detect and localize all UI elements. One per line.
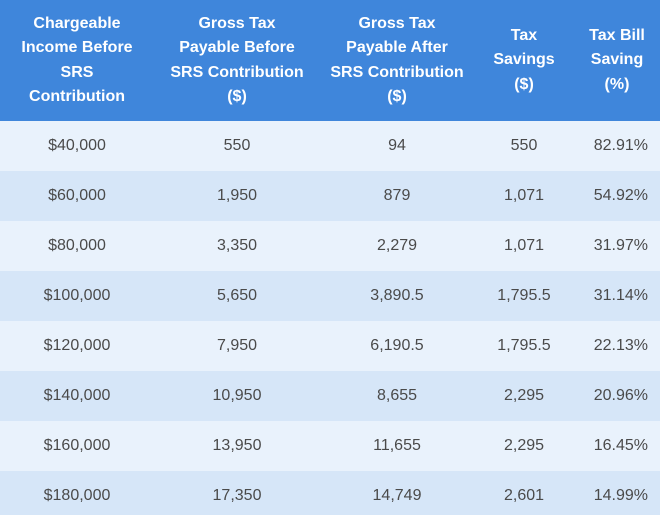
header-tax-bill-saving: Tax Bill Saving (%) xyxy=(574,0,660,121)
header-line: ($) xyxy=(514,75,534,93)
table-row: $140,000 10,950 8,655 2,295 20.96% xyxy=(0,371,660,421)
table-row: $180,000 17,350 14,749 2,601 14.99% xyxy=(0,471,660,515)
cell-tax-bill-saving: 31.97% xyxy=(593,237,648,254)
header-line: Contribution xyxy=(29,88,125,105)
cell-tax-savings: 1,071 xyxy=(503,187,545,204)
cell-gross-tax-before: 13,950 xyxy=(212,437,262,454)
table-row: $60,000 1,950 879 1,071 54.92% xyxy=(0,171,660,221)
header-line: Payable After xyxy=(346,39,448,56)
header-line: Payable Before xyxy=(179,39,295,56)
header-line: Saving xyxy=(590,51,644,69)
table-row: $40,000 550 94 550 82.91% xyxy=(0,121,660,171)
cell-tax-bill-saving: 82.91% xyxy=(593,137,648,154)
cell-chargeable-income: $160,000 xyxy=(43,437,111,454)
table-row: $80,000 3,350 2,279 1,071 31.97% xyxy=(0,221,660,271)
table-row: $120,000 7,950 6,190.5 1,795.5 22.13% xyxy=(0,321,660,371)
cell-gross-tax-after: 14,749 xyxy=(372,487,422,504)
table-row: $100,000 5,650 3,890.5 1,795.5 31.14% xyxy=(0,271,660,321)
header-line: SRS Contribution xyxy=(170,63,304,81)
cell-gross-tax-before: 10,950 xyxy=(212,387,262,404)
cell-gross-tax-before: 3,350 xyxy=(216,237,258,254)
cell-gross-tax-after: 3,890.5 xyxy=(370,287,424,304)
header-gross-tax-after: Gross Tax Payable After SRS Contribution… xyxy=(320,0,474,121)
header-line: ($) xyxy=(227,88,247,105)
cell-tax-savings: 2,295 xyxy=(503,437,545,454)
cell-tax-bill-saving: 16.45% xyxy=(593,437,648,454)
header-gross-tax-before: Gross Tax Payable Before SRS Contributio… xyxy=(154,0,320,121)
table-body: $40,000 550 94 550 82.91% $60,000 1,950 879 1,07… xyxy=(0,121,660,515)
cell-tax-savings: 1,795.5 xyxy=(497,337,551,354)
cell-chargeable-income: $40,000 xyxy=(48,137,106,154)
cell-gross-tax-before: 5,650 xyxy=(216,287,258,304)
header-line: Savings xyxy=(493,51,555,69)
header-line: Tax xyxy=(510,26,538,44)
cell-gross-tax-after: 2,279 xyxy=(376,237,418,254)
header-chargeable-income: Chargeable Income Before SRS Contributio… xyxy=(0,0,154,121)
cell-tax-savings: 2,601 xyxy=(503,487,545,504)
cell-tax-bill-saving: 22.13% xyxy=(593,337,648,354)
cell-tax-savings: 550 xyxy=(510,137,538,154)
cell-gross-tax-before: 550 xyxy=(223,137,251,154)
cell-gross-tax-before: 1,950 xyxy=(216,187,258,204)
cell-tax-bill-saving: 20.96% xyxy=(593,387,648,404)
cell-tax-bill-saving: 14.99% xyxy=(593,487,648,504)
cell-chargeable-income: $80,000 xyxy=(48,237,106,254)
header-line: Gross Tax xyxy=(198,14,276,32)
cell-gross-tax-before: 17,350 xyxy=(212,487,262,504)
cell-chargeable-income: $140,000 xyxy=(43,387,111,404)
cell-gross-tax-after: 11,655 xyxy=(373,437,421,454)
header-line: Gross Tax xyxy=(358,14,436,32)
header-line: Chargeable xyxy=(33,14,121,32)
header-line: Tax Bill xyxy=(589,26,645,44)
cell-chargeable-income: $180,000 xyxy=(43,487,111,504)
cell-gross-tax-before: 7,950 xyxy=(216,337,258,354)
cell-chargeable-income: $120,000 xyxy=(43,337,111,354)
cell-tax-savings: 2,295 xyxy=(503,387,545,404)
header-tax-savings: Tax Savings ($) xyxy=(474,0,574,121)
cell-gross-tax-after: 879 xyxy=(383,187,411,204)
cell-tax-savings: 1,795.5 xyxy=(497,287,551,304)
table-row: $160,000 13,950 11,655 2,295 16.45% xyxy=(0,421,660,471)
table-header: Chargeable Income Before SRS Contributio… xyxy=(0,0,660,121)
cell-gross-tax-after: 8,655 xyxy=(376,387,418,404)
header-line: (%) xyxy=(604,75,630,93)
header-line: SRS xyxy=(60,63,94,81)
header-row: Chargeable Income Before SRS Contributio… xyxy=(0,0,660,121)
header-line: ($) xyxy=(387,88,407,105)
cell-tax-bill-saving: 54.92% xyxy=(593,187,648,204)
cell-tax-savings: 1,071 xyxy=(503,237,545,254)
cell-gross-tax-after: 94 xyxy=(388,137,406,154)
cell-tax-bill-saving: 31.14% xyxy=(593,287,648,304)
header-line: SRS Contribution xyxy=(330,63,464,81)
cell-chargeable-income: $60,000 xyxy=(48,187,106,204)
header-line: Income Before xyxy=(21,39,133,56)
cell-chargeable-income: $100,000 xyxy=(43,287,111,304)
cell-gross-tax-after: 6,190.5 xyxy=(370,337,424,354)
